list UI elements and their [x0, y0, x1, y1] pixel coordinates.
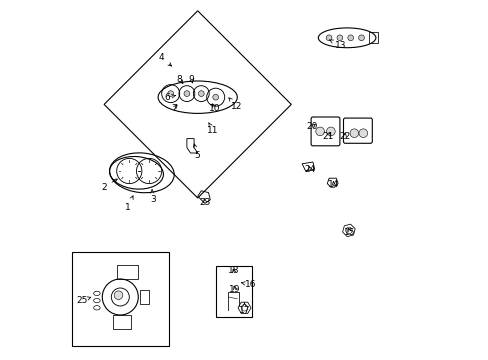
Text: 6: 6: [164, 93, 175, 102]
Text: 11: 11: [207, 123, 219, 135]
Text: 5: 5: [193, 144, 200, 161]
Text: 20: 20: [306, 122, 317, 131]
Bar: [113, 315, 131, 329]
Circle shape: [315, 127, 324, 136]
Text: 17: 17: [238, 303, 250, 315]
Bar: [117, 265, 138, 279]
Text: 4: 4: [159, 53, 171, 66]
Text: 1: 1: [124, 196, 133, 212]
Text: 12: 12: [228, 98, 242, 111]
Text: 7: 7: [171, 104, 177, 113]
Text: 9: 9: [188, 75, 194, 84]
Bar: [72, 252, 168, 346]
Text: 22: 22: [338, 132, 349, 141]
Circle shape: [198, 91, 204, 96]
Text: 10: 10: [209, 104, 220, 113]
Text: 18: 18: [227, 266, 239, 275]
Text: 23: 23: [199, 198, 210, 207]
Text: 15: 15: [344, 228, 355, 237]
Text: 2: 2: [101, 179, 117, 192]
Text: 25: 25: [76, 296, 91, 305]
Circle shape: [358, 129, 367, 138]
Circle shape: [326, 127, 335, 136]
Text: 3: 3: [149, 190, 155, 204]
Text: 21: 21: [322, 132, 333, 141]
Circle shape: [114, 291, 122, 300]
Circle shape: [183, 91, 189, 96]
Text: 24: 24: [304, 166, 315, 175]
Circle shape: [349, 129, 358, 138]
Bar: [215, 266, 251, 317]
Text: 13: 13: [329, 40, 346, 50]
Circle shape: [167, 91, 173, 96]
Circle shape: [325, 35, 331, 41]
Circle shape: [212, 94, 218, 100]
Circle shape: [336, 35, 342, 41]
Text: 16: 16: [241, 280, 256, 289]
Circle shape: [347, 35, 353, 41]
Text: 14: 14: [327, 180, 339, 189]
Text: 8: 8: [177, 75, 183, 84]
Circle shape: [358, 35, 364, 41]
Bar: [368, 32, 377, 43]
Text: 19: 19: [229, 285, 241, 294]
